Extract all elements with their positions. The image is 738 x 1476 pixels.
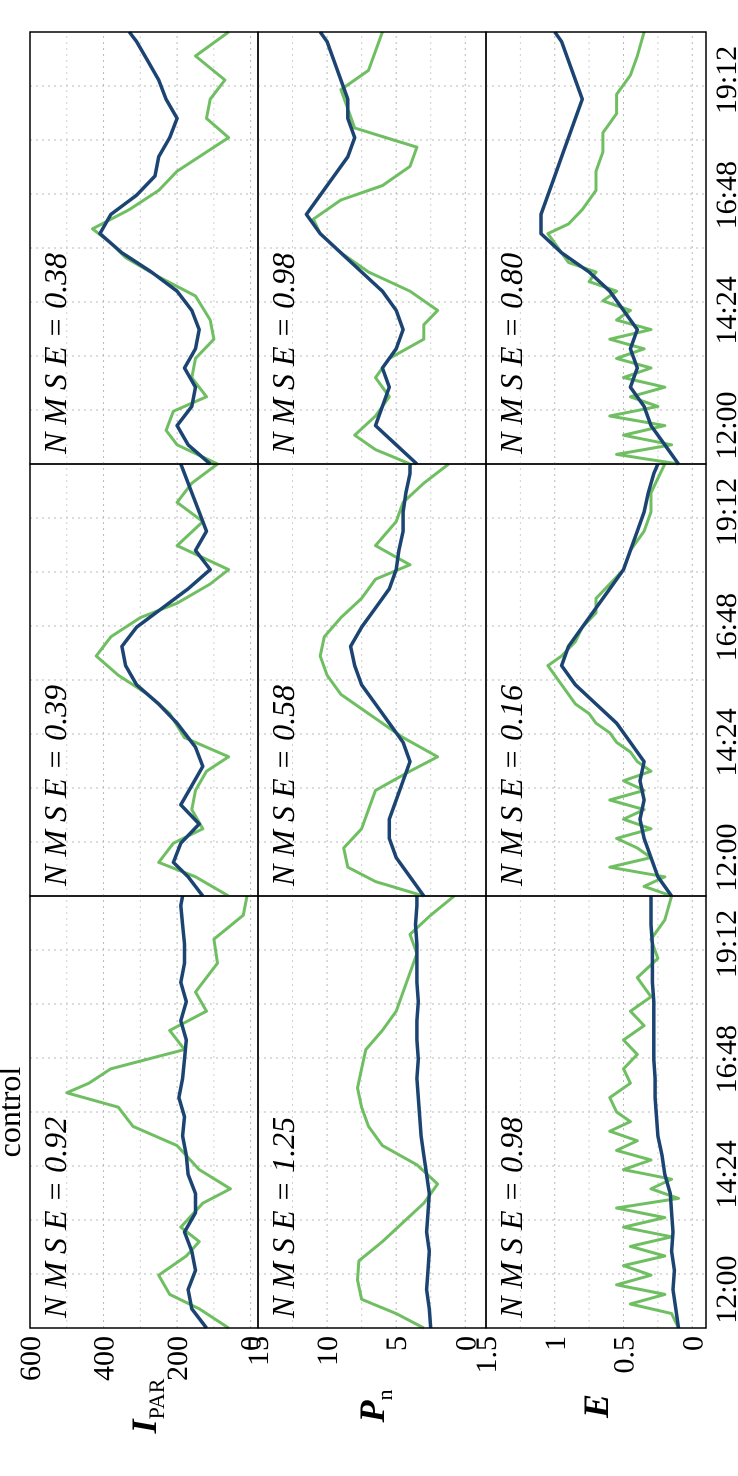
- col-2-xtick-0: 12:00: [710, 391, 738, 459]
- row-1-ylabel-sub: n: [372, 1390, 397, 1401]
- col-0-title: control: [0, 1067, 27, 1158]
- panel-4-series-1-line: [348, 464, 426, 898]
- panel-2-series-0-line: [91, 30, 231, 466]
- row-2-ytick-1: 0.5: [608, 1336, 641, 1374]
- panel-8-series-0-line: [546, 31, 679, 466]
- col-1-xtick-3: 19:12: [710, 478, 738, 546]
- panel-1-series-0-line: [94, 462, 231, 898]
- row-0-ytick-0: 0: [235, 1336, 268, 1351]
- panel-4-series-0-line: [318, 462, 450, 898]
- panel-0-nmse: N M S E = 0.92: [37, 1117, 73, 1319]
- panel-2-series-1-line: [98, 30, 212, 466]
- row-2-ytick-2: 1: [539, 1336, 572, 1351]
- col-0-xtick-2: 16:48: [710, 1025, 738, 1093]
- panel-6-nmse: N M S E = 0.98: [493, 1117, 529, 1319]
- row-0-ylabel: IPAR: [124, 1378, 169, 1434]
- panel-2-nmse: N M S E = 0.38: [37, 253, 73, 455]
- panel-3-series-1-line: [413, 896, 433, 1329]
- col-2-xtick-2: 16:48: [710, 161, 738, 229]
- row-0-ylabel-sub: PAR: [144, 1378, 169, 1419]
- panel-8-series-1-line: [539, 30, 680, 466]
- panel-0-series-0-line: [65, 895, 249, 1330]
- panel-1-series-1-line: [120, 463, 212, 898]
- col-0-xtick-0: 12:00: [710, 1255, 738, 1323]
- panel-1-nmse: N M S E = 0.39: [37, 685, 73, 887]
- row-0-ytick-3: 600: [14, 1336, 47, 1381]
- row-2-ytick-0: 0: [676, 1336, 709, 1351]
- row-1-ytick-1: 5: [380, 1336, 413, 1351]
- panel-0-series-1-line: [177, 895, 208, 1330]
- panel-7-series-1-line: [559, 463, 674, 898]
- col-2-xtick-3: 19:12: [710, 46, 738, 114]
- row-2-ylabel: E: [576, 1394, 616, 1419]
- panel-8-nmse: N M S E = 0.80: [493, 253, 529, 455]
- row-1-ytick-3: 15: [242, 1336, 275, 1366]
- col-1-xtick-2: 16:48: [710, 593, 738, 661]
- panel-6-series-1-line: [649, 896, 681, 1329]
- panel-6-series-0-line: [608, 895, 680, 1329]
- panel-5-series-0-line: [311, 31, 440, 466]
- panel-4-nmse: N M S E = 0.58: [265, 685, 301, 887]
- col-1-xtick-0: 12:00: [710, 823, 738, 891]
- panel-7-nmse: N M S E = 0.16: [493, 685, 529, 887]
- panel-3-series-0-line: [356, 894, 456, 1330]
- row-1-ylabel: Pn: [352, 1390, 397, 1424]
- panel-5-series-1-line: [304, 30, 419, 466]
- panel-7-series-0-line: [546, 463, 673, 898]
- row-1-ytick-2: 10: [311, 1336, 344, 1366]
- col-1-xtick-1: 14:24: [710, 708, 738, 776]
- chart-rotated-group: IPAR 0 200 400 600 N M S E = 0.92 N M S E = 0.…: [0, 30, 738, 1434]
- col-0-xtick-1: 14:24: [710, 1140, 738, 1208]
- panel-8-frame: [485, 31, 707, 465]
- col-2-xtick-1: 14:24: [710, 276, 738, 344]
- row-0-ytick-1: 200: [161, 1336, 194, 1381]
- row-0-ytick-2: 400: [88, 1336, 121, 1381]
- row-1-ytick-0: 0: [449, 1336, 482, 1351]
- panel-3-nmse: N M S E = 1.25: [265, 1117, 301, 1319]
- panel-5-nmse: N M S E = 0.98: [265, 253, 301, 455]
- row-2-ytick-3: 1.5: [470, 1336, 503, 1374]
- col-0-xtick-3: 19:12: [710, 910, 738, 978]
